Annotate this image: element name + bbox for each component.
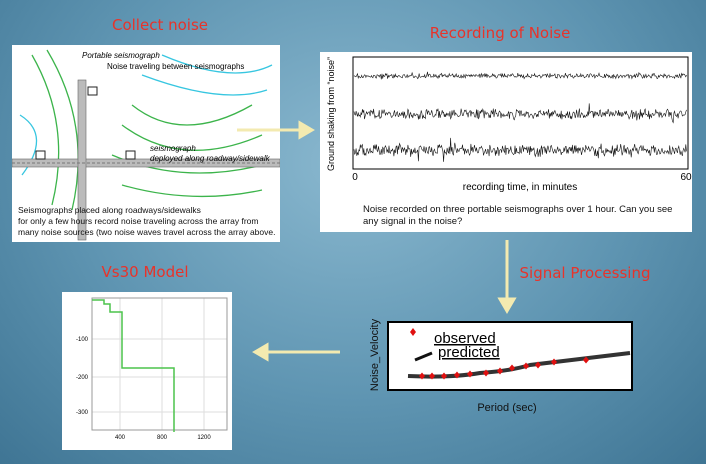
label: seismograph	[150, 144, 196, 153]
label: Noise traveling between seismographs	[107, 62, 244, 71]
observed-point	[509, 364, 515, 372]
velocity-profile	[92, 299, 175, 432]
observed-point	[429, 372, 435, 380]
label: Portable seismograph	[82, 51, 160, 60]
traces	[353, 71, 687, 162]
caption-line: Seismographs placed along roadways/sidew…	[18, 205, 201, 215]
caption: Noise recorded on three portable seismog…	[363, 204, 672, 228]
observed-point	[583, 356, 589, 364]
observed-point	[454, 371, 460, 379]
caption-line: Noise recorded on three portable seismog…	[363, 204, 673, 215]
y-label: Ground shaking from “noise”	[326, 57, 336, 171]
noise-trace	[353, 103, 687, 124]
legend-symbol	[410, 328, 416, 336]
noise-trace	[353, 137, 687, 162]
y-tick: -300	[76, 410, 89, 416]
x-tick: 0	[352, 172, 358, 183]
observed-point	[535, 361, 541, 369]
legend-symbol	[414, 351, 433, 362]
y-tick: -100	[76, 337, 89, 343]
observed-points	[419, 356, 589, 380]
noise-traces: Ground shaking from “noise” 0 60 recordi…	[326, 56, 692, 193]
y-tick: -200	[76, 375, 89, 381]
arrow-head	[298, 120, 315, 140]
observed-point	[551, 358, 557, 366]
caption: Seismographs placed along roadways/sidew…	[18, 205, 275, 238]
x-tick: 1200	[197, 435, 211, 441]
observed-point	[441, 372, 447, 380]
vs30-model: -100 -200 -300 400 800 1200	[62, 292, 232, 450]
arrow-head	[497, 297, 517, 314]
noise-record: Ground shaking from “noise” 0 60 recordi…	[320, 52, 692, 232]
arrow-head	[252, 342, 269, 362]
observed-point	[483, 369, 489, 377]
observed-point	[419, 372, 425, 380]
step-title: Collect noise	[111, 16, 209, 34]
seismograph-icons	[35, 86, 136, 160]
observed-point	[497, 367, 503, 375]
array-diagram: Portable seismograph Noise traveling bet…	[11, 45, 281, 242]
caption-line: any signal in the noise?	[363, 216, 463, 227]
vs30-plot: -100 -200 -300 400 800 1200	[76, 297, 228, 441]
caption-line: for only a few hours record noise travel…	[18, 216, 259, 226]
y-label: Noise_Velocity	[369, 318, 381, 391]
step-title: Vs30 Model	[101, 263, 189, 281]
noise-trace	[353, 71, 687, 80]
x-label: recording time, in minutes	[463, 182, 578, 193]
plot-frame	[91, 297, 228, 431]
caption-line: many noise sources (two noise waves trav…	[18, 227, 276, 237]
x-label: Period (sec)	[477, 402, 536, 414]
label: deployed along roadway/sidewalk	[150, 154, 271, 163]
array-sketch: Portable seismograph Noise traveling bet…	[11, 49, 281, 241]
step-title: Recording of Noise	[429, 24, 571, 42]
step-title: Signal Processing	[519, 264, 651, 282]
dispersion-plot: Noise_Velocity observed predicted Period…	[369, 318, 633, 414]
observed-point	[523, 362, 529, 370]
grid	[92, 298, 227, 430]
x-tick: 800	[157, 435, 168, 441]
plot-frame	[352, 56, 689, 170]
legend-label: predicted	[438, 344, 500, 361]
observed-point	[467, 370, 473, 378]
x-tick: 400	[115, 435, 126, 441]
legend-label: observed	[434, 330, 496, 347]
x-tick: 60	[680, 172, 692, 183]
